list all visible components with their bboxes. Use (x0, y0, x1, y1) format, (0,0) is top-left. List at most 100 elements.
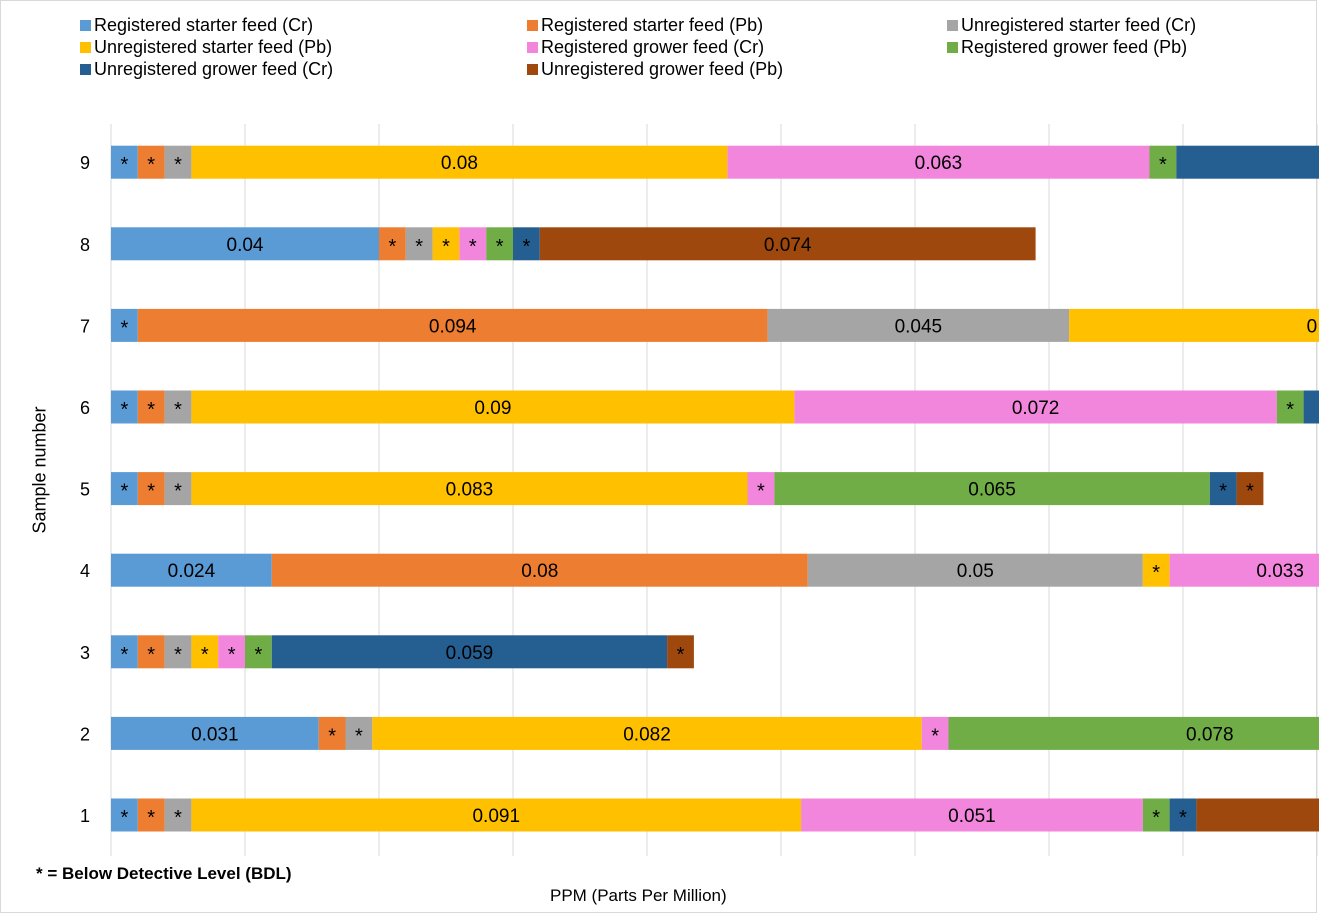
data-label: * (1152, 807, 1160, 829)
bar-segment (191, 472, 748, 506)
bar-segment (164, 798, 192, 832)
data-label: * (1152, 562, 1160, 584)
legend-item: Unregistered starter feed (Cr) (947, 14, 1196, 36)
data-label: * (442, 236, 450, 258)
data-label: 0.08 (441, 153, 478, 174)
bar-segment (191, 635, 219, 669)
data-label: * (496, 236, 504, 258)
data-label: 0.033 (1256, 561, 1304, 582)
data-label: 0.065 (968, 480, 1016, 501)
bar-segment (245, 635, 272, 669)
y-tick-label: 4 (80, 561, 90, 581)
legend-swatch (80, 19, 91, 31)
bar-segment (137, 390, 165, 424)
bar-segment (1176, 145, 1319, 179)
data-label: * (147, 481, 155, 503)
bar-segment (459, 227, 487, 261)
data-label: * (1159, 154, 1167, 176)
bdl-note: * = Below Detective Level (BDL) (36, 864, 292, 883)
data-label: * (121, 644, 129, 666)
bar-segment (727, 145, 1150, 179)
bar-segment (111, 308, 138, 342)
bar-segment (164, 635, 192, 669)
data-label: * (1219, 481, 1227, 503)
legend-item: Unregistered grower feed (Cr) (80, 58, 333, 80)
bar-segment (767, 308, 1070, 342)
bar-segment (486, 227, 513, 261)
bar-segment (191, 145, 728, 179)
data-label: 0.08 (521, 561, 558, 582)
data-label: * (355, 725, 363, 747)
legend-item: Registered grower feed (Cr) (527, 36, 764, 58)
legend: Registered starter feed (Cr) Registered s… (80, 14, 1310, 92)
data-label: 0.09 (474, 398, 511, 419)
y-tick-label: 6 (80, 398, 90, 418)
legend-swatch (527, 19, 538, 31)
data-label: 0.082 (623, 724, 671, 745)
data-label: * (121, 399, 129, 421)
bar-segment (164, 145, 192, 179)
bar-segment (191, 798, 802, 832)
bar-segment (111, 472, 138, 506)
bar-segment (513, 227, 540, 261)
data-label: * (174, 399, 182, 421)
bar-segment (164, 390, 192, 424)
data-label: * (121, 317, 129, 339)
data-label: * (174, 481, 182, 503)
bar-segment (807, 553, 1143, 587)
legend-label: Registered grower feed (Pb) (961, 37, 1188, 57)
legend-item: Unregistered starter feed (Pb) (80, 36, 332, 58)
data-label: * (228, 644, 236, 666)
data-label: 0.074 (764, 235, 812, 256)
data-label: * (415, 236, 423, 258)
y-tick-label: 5 (80, 480, 90, 500)
data-label: * (1179, 807, 1187, 829)
data-label: * (147, 399, 155, 421)
bar-segment (111, 798, 138, 832)
legend-swatch (527, 41, 538, 53)
legend-item: Registered starter feed (Cr) (80, 14, 313, 36)
legend-label: Registered starter feed (Cr) (94, 15, 314, 35)
bar-segment (1142, 798, 1170, 832)
data-label: 0.04 (227, 235, 264, 256)
data-label: * (121, 154, 129, 176)
data-label: * (757, 481, 765, 503)
data-label: 0.063 (915, 153, 963, 174)
data-label: * (1246, 481, 1254, 503)
bar-segment (432, 227, 460, 261)
legend-item: Unregistered grower feed (Pb) (527, 58, 783, 80)
data-label: 0.059 (446, 643, 494, 664)
legend-swatch (947, 41, 958, 53)
bar-segment (137, 798, 165, 832)
bar-segment (1169, 553, 1319, 587)
y-axis-title: Sample number (29, 406, 50, 534)
bar-segment (111, 716, 319, 750)
data-label: 0.051 (948, 806, 996, 827)
x-axis-title: PPM (Parts Per Million) (550, 886, 727, 905)
data-label: * (121, 807, 129, 829)
bar-segment (1209, 472, 1237, 506)
data-label: * (1286, 399, 1294, 421)
data-label: * (389, 236, 397, 258)
legend-item: Registered starter feed (Pb) (527, 14, 763, 36)
bar-segment (379, 227, 406, 261)
legend-label: Registered starter feed (Pb) (541, 15, 764, 35)
data-label: 0.072 (1012, 398, 1060, 419)
legend-swatch (947, 19, 958, 31)
data-label: 0.045 (895, 316, 943, 337)
legend-swatch (80, 63, 91, 75)
bar-segment (271, 553, 808, 587)
y-tick-label: 2 (80, 724, 90, 744)
bar-segment (1236, 472, 1264, 506)
data-label: * (201, 644, 209, 666)
bar-segment (1196, 798, 1319, 832)
bar-segment (164, 472, 192, 506)
data-label: * (147, 807, 155, 829)
y-tick-label: 7 (80, 316, 90, 336)
data-label: 0.024 (168, 561, 216, 582)
legend-label: Unregistered starter feed (Pb) (94, 37, 333, 57)
data-label: 0.091 (472, 806, 520, 827)
bar-segment (1069, 308, 1319, 342)
bar-segment (111, 390, 138, 424)
